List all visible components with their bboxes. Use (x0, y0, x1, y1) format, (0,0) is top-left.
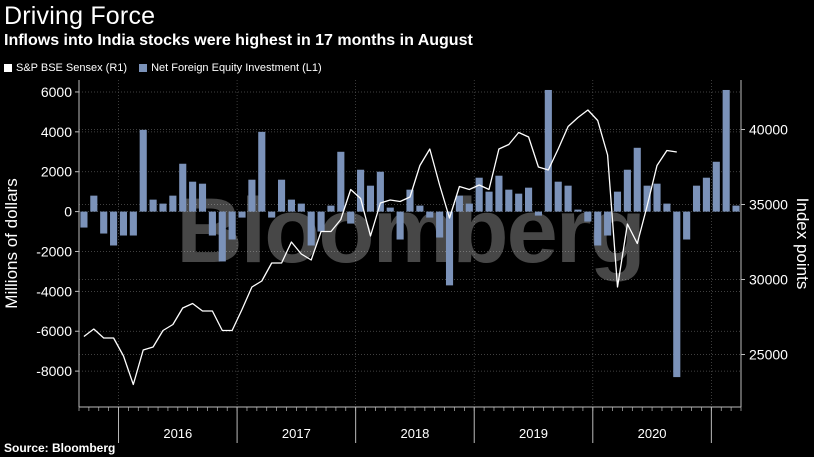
legend-label-sensex: S&P BSE Sensex (R1) (16, 62, 128, 74)
bar (337, 151, 345, 212)
bar (90, 195, 98, 212)
bar (80, 211, 88, 228)
bar (495, 175, 503, 212)
bar (653, 183, 661, 212)
bar (673, 211, 681, 378)
bar (258, 131, 266, 212)
bar (604, 211, 612, 236)
bar (228, 211, 236, 240)
y-axis-label: Millions of dollars (2, 178, 21, 308)
y2-tick-label: 30000 (749, 272, 788, 288)
y-tick-label: -4000 (36, 283, 72, 299)
legend-item-net-foreign-equity: Net Foreign Equity Investment (L1) (139, 62, 322, 74)
y-tick-label: 6000 (41, 84, 72, 100)
legend-label-net-foreign-equity: Net Foreign Equity Investment (L1) (151, 62, 322, 74)
y-tick-label: -8000 (36, 363, 72, 379)
bar (544, 89, 552, 212)
bar (287, 199, 295, 212)
bar (584, 211, 592, 222)
bar (297, 203, 305, 212)
legend: S&P BSE Sensex (R1) Net Foreign Equity I… (4, 62, 322, 74)
bar (643, 185, 651, 212)
bar (189, 181, 197, 212)
bar (317, 211, 325, 232)
bar (574, 209, 582, 212)
bar (307, 211, 315, 246)
x-tick-label: 2017 (282, 426, 311, 441)
bar (129, 211, 137, 236)
x-tick-label: 2019 (519, 426, 548, 441)
bar (613, 191, 622, 212)
bar (119, 211, 128, 236)
bar (376, 171, 384, 212)
bar (238, 211, 246, 218)
y-tick-label: 4000 (41, 124, 72, 140)
bar (485, 191, 493, 212)
bar (198, 183, 207, 212)
bar (386, 207, 394, 212)
bar (426, 211, 434, 218)
bar (465, 203, 473, 212)
source-note: Source: Bloomberg (4, 441, 116, 455)
bar (159, 203, 167, 212)
bar (110, 211, 118, 246)
bar (208, 211, 216, 236)
chart-subtitle: Inflows into India stocks were highest i… (4, 32, 473, 49)
bar (525, 187, 533, 212)
bar (357, 169, 365, 212)
bar (683, 211, 691, 240)
bar (406, 189, 414, 212)
bar (179, 163, 187, 212)
sensex-line (83, 109, 677, 386)
bar (100, 211, 108, 234)
bar (554, 181, 562, 212)
bar (396, 211, 404, 240)
bar (248, 179, 256, 212)
bar (623, 169, 631, 212)
legend-item-sensex: S&P BSE Sensex (R1) (4, 62, 127, 74)
bar (268, 211, 276, 218)
y2-tick-label: 40000 (749, 122, 788, 138)
x-tick-label: 2020 (638, 426, 667, 441)
y-tick-label: -6000 (36, 323, 72, 339)
y-tick-label: 2000 (41, 164, 72, 180)
bar (633, 147, 641, 212)
bar (515, 193, 523, 212)
chart-title: Driving Force (4, 2, 156, 30)
y-tick-label: -2000 (36, 243, 72, 259)
x-tick-label: 2018 (400, 426, 429, 441)
bar (139, 129, 147, 212)
bar (169, 195, 177, 212)
legend-swatch-sensex (4, 64, 12, 72)
bar (475, 177, 483, 212)
bar (218, 211, 226, 262)
bar (455, 195, 463, 212)
bar (692, 185, 701, 212)
bar (663, 203, 671, 212)
y2-tick-label: 35000 (749, 197, 788, 213)
bar (366, 185, 375, 212)
bar (505, 189, 513, 212)
bar (445, 211, 454, 286)
legend-swatch-net-foreign-equity (139, 64, 148, 72)
bar (277, 179, 286, 212)
y-tick-label: 0 (64, 204, 72, 220)
bar (594, 211, 602, 246)
bar (327, 205, 335, 212)
y2-axis-label: Index points (793, 198, 812, 290)
bar (564, 185, 572, 212)
bar (712, 161, 720, 212)
bar (732, 205, 740, 212)
bar (347, 211, 355, 224)
bar (722, 89, 730, 212)
x-tick-label: 2016 (163, 426, 192, 441)
bar (436, 211, 444, 238)
bar (416, 205, 424, 212)
bar (534, 211, 543, 216)
y2-tick-label: 25000 (749, 347, 788, 363)
bar (702, 177, 710, 212)
bar (149, 199, 157, 212)
